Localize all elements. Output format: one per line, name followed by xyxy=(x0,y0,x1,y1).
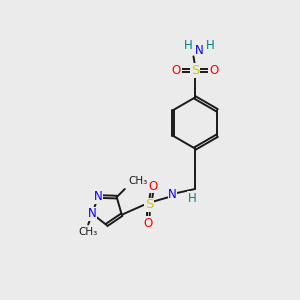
Text: H: H xyxy=(206,39,214,52)
Text: O: O xyxy=(209,64,218,77)
Text: H: H xyxy=(188,191,196,205)
Text: S: S xyxy=(145,198,153,212)
Text: O: O xyxy=(148,180,157,193)
Text: N: N xyxy=(168,188,177,201)
Text: H: H xyxy=(184,39,193,52)
Text: CH₃: CH₃ xyxy=(128,176,148,186)
Text: N: N xyxy=(195,44,204,57)
Text: CH₃: CH₃ xyxy=(78,227,97,237)
Text: N: N xyxy=(94,190,103,203)
Text: O: O xyxy=(143,217,152,230)
Text: O: O xyxy=(172,64,181,77)
Text: S: S xyxy=(191,64,199,77)
Text: N: N xyxy=(88,207,97,220)
